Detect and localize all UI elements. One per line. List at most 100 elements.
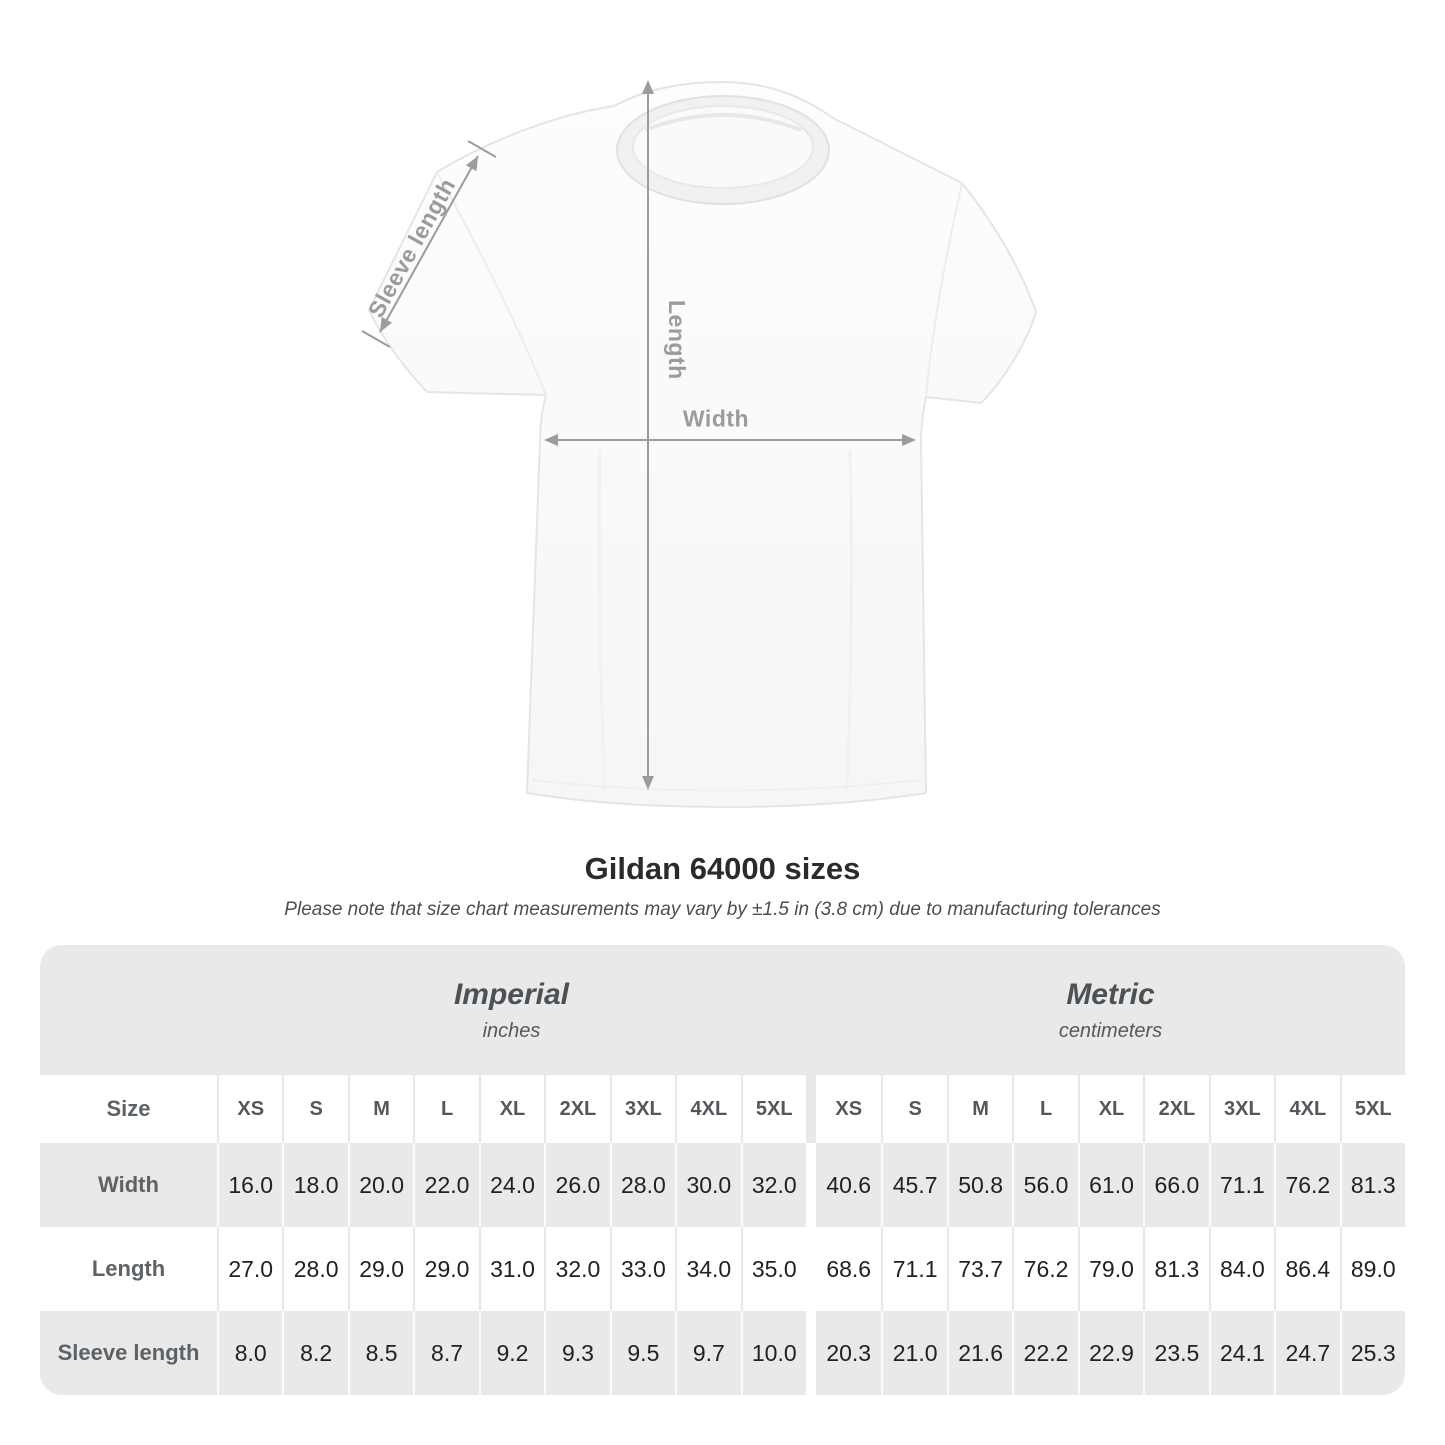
width-label: Width [682,405,750,432]
length-imperial-l: 29.0 [413,1227,478,1311]
units-header-band: Imperial inches Metric centimeters [40,945,1405,1075]
length-metric-xs: 68.6 [826,1255,872,1282]
width-imperial-2xl: 26.0 [544,1143,609,1227]
width-imperial-3xl: 28.0 [609,1143,675,1227]
sleeve-length-imperial-xl: 9.2 [478,1311,544,1395]
sleeve-length-imperial-xs: 8.0 [217,1311,282,1395]
width-imperial-l: 22.0 [413,1143,478,1227]
sleeve-length-imperial-l: 8.7 [413,1311,478,1395]
width-metric-3xl: 71.1 [1208,1143,1274,1227]
tshirt-body [367,80,1038,809]
width-metric-4xl: 76.2 [1274,1143,1339,1227]
width-metric-xl: 61.0 [1077,1143,1143,1227]
metric-size-header-2xl: 2XL [1143,1075,1208,1143]
sleeve-length-metric-l: 22.2 [1012,1311,1077,1395]
data-row-length: Length 27.0 28.0 29.0 29.0 31.0 32.0 33.0 34.0 35… [40,1227,1405,1311]
length-imperial-s: 28.0 [282,1227,347,1311]
length-metric-5xl: 89.0 [1339,1227,1405,1311]
width-imperial-4xl: 30.0 [675,1143,740,1227]
width-metric-l: 56.0 [1012,1143,1077,1227]
imperial-label: Imperial [453,977,570,1011]
width-metric-2xl: 66.0 [1143,1143,1208,1227]
width-imperial-m: 20.0 [347,1143,413,1227]
sleeve-length-metric-xl: 22.9 [1077,1311,1143,1395]
sleeve-length-imperial-5xl: 10.0 [740,1311,806,1395]
sleeve-length-metric-2xl: 23.5 [1143,1311,1208,1395]
section-divider [805,1311,816,1395]
sleeve-length-arrow [379,155,479,333]
sleeve-length-imperial-s: 8.2 [282,1311,347,1395]
metric-size-header-xs: XS [835,1097,863,1120]
metric-section-header: Metric centimeters [816,945,1405,1075]
imperial-section-header: Imperial inches [217,945,806,1075]
metric-label: Metric [1066,977,1155,1011]
size-header-row: Size XS S M L XL 2XL 3XL 4XL 5XL XS S M L XL 2XL 3XL 4XL 5… [40,1075,1405,1143]
width-metric-xs: 40.6 [826,1171,872,1198]
length-imperial-5xl: 35.0 [740,1227,806,1311]
imperial-size-header-xl: XL [478,1075,544,1143]
size-column-header: Size [106,1096,151,1121]
metric-size-header-l: L [1012,1075,1077,1143]
fold-line [845,449,853,791]
length-metric-s: 71.1 [881,1227,946,1311]
imperial-size-header-s: S [282,1075,347,1143]
section-divider [805,1075,816,1143]
tshirt-illustration [361,80,1038,809]
row-label-width: Width [98,1172,159,1197]
section-divider [805,1143,816,1227]
hem-seam [531,779,922,792]
tolerance-note: Please note that size chart measurements… [284,899,1161,920]
length-imperial-2xl: 32.0 [544,1227,609,1311]
tshirt-measurement-diagram: Sleeve length Length Width [361,80,1038,809]
metric-size-header-xl: XL [1077,1075,1143,1143]
length-metric-3xl: 84.0 [1208,1227,1274,1311]
length-metric-4xl: 86.4 [1274,1227,1339,1311]
data-row-width: Width 16.0 18.0 20.0 22.0 24.0 26.0 28.0 30.0 32.… [40,1143,1405,1227]
imperial-size-header-xs: XS [217,1075,282,1143]
imperial-size-header-2xl: 2XL [544,1075,609,1143]
metric-size-header-3xl: 3XL [1208,1075,1274,1143]
imperial-size-header-3xl: 3XL [609,1075,675,1143]
width-metric-m: 50.8 [946,1143,1012,1227]
length-imperial-3xl: 33.0 [609,1227,675,1311]
sleeve-length-metric-xs: 20.3 [826,1339,872,1366]
length-imperial-4xl: 34.0 [675,1227,740,1311]
metric-size-header-5xl: 5XL [1339,1075,1405,1143]
sleeve-length-metric-4xl: 24.7 [1274,1311,1339,1395]
length-metric-2xl: 81.3 [1143,1227,1208,1311]
metric-size-header-4xl: 4XL [1274,1075,1339,1143]
width-metric-5xl: 81.3 [1339,1143,1405,1227]
length-metric-xl: 79.0 [1077,1227,1143,1311]
width-imperial-5xl: 32.0 [740,1143,806,1227]
length-metric-l: 76.2 [1012,1227,1077,1311]
width-imperial-xs: 16.0 [217,1143,282,1227]
collar-inner [632,105,814,189]
imperial-unit-label: inches [482,1019,541,1042]
right-sleeve-seam [925,182,963,398]
imperial-size-header-4xl: 4XL [675,1075,740,1143]
imperial-size-header-m: M [347,1075,413,1143]
sleeve-length-imperial-3xl: 9.5 [609,1311,675,1395]
page-title: Gildan 64000 sizes [584,851,861,886]
metric-unit-label: centimeters [1058,1019,1163,1042]
length-imperial-xs: 27.0 [217,1227,282,1311]
sleeve-tick [361,330,391,348]
metric-size-header-s: S [881,1075,946,1143]
metric-size-header-m: M [946,1075,1012,1143]
imperial-size-header-l: L [413,1075,478,1143]
data-row-sleeve-length: Sleeve length 8.0 8.2 8.5 8.7 9.2 9.3 9.5 9.7 10.… [40,1311,1405,1395]
row-label-length: Length [91,1256,166,1281]
measurement-arrows [361,92,904,778]
collar-shadow [644,113,802,132]
length-metric-m: 73.7 [946,1227,1012,1311]
sleeve-length-metric-m: 21.6 [946,1311,1012,1395]
arrowheads [380,80,916,790]
length-imperial-m: 29.0 [347,1227,413,1311]
length-label: Length [664,300,690,380]
length-imperial-xl: 31.0 [478,1227,544,1311]
size-table: Imperial inches Metric centimeters Size X… [40,945,1405,1395]
width-imperial-xl: 24.0 [478,1143,544,1227]
sleeve-length-imperial-4xl: 9.7 [675,1311,740,1395]
sleeve-length-metric-5xl: 25.3 [1339,1311,1405,1395]
